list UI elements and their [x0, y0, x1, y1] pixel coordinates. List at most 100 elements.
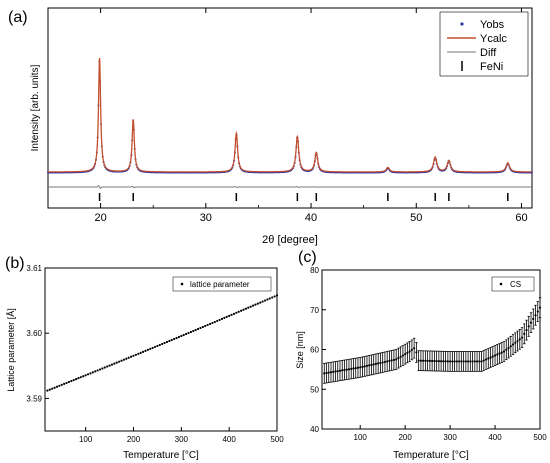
- lattice-point: [206, 323, 209, 327]
- legend-lattice-label: lattice parameter: [190, 280, 250, 289]
- y-tick-label: 70: [310, 306, 319, 315]
- panel-c-cs-series: [323, 297, 542, 384]
- cs-point: [424, 359, 427, 362]
- panel-a-yobs-series: [47, 60, 533, 174]
- cs-point: [327, 371, 330, 374]
- cs-point: [352, 367, 355, 370]
- x-tick-label-500: 500: [533, 433, 547, 442]
- cs-point: [462, 360, 465, 363]
- lattice-point: [134, 353, 137, 356]
- panel-c-xlabel: Temperature [°C]: [393, 450, 469, 461]
- lattice-point: [149, 347, 152, 351]
- lattice-point: [86, 373, 90, 376]
- x-tick-label-30: 30: [200, 212, 212, 224]
- cs-point: [538, 306, 542, 309]
- panel-c-ylabel: Size [nm]: [295, 331, 305, 369]
- panel-a-legend: Yobs Ycalc Diff FeNi: [439, 11, 529, 77]
- lattice-point: [70, 379, 73, 383]
- lattice-point: [72, 378, 75, 382]
- lattice-point: [192, 329, 195, 333]
- cs-point: [464, 360, 467, 363]
- x-tick-label-500: 500: [270, 435, 284, 444]
- panel-c-label: (c): [298, 249, 317, 266]
- lattice-point: [254, 303, 257, 306]
- cs-point: [473, 360, 476, 363]
- lattice-point: [153, 345, 157, 349]
- cs-point: [502, 350, 506, 353]
- lattice-point: [230, 313, 233, 316]
- x-tick-label-400: 400: [222, 435, 236, 444]
- cs-point: [323, 372, 326, 375]
- panel-c-legend-box: [491, 276, 535, 292]
- cs-point: [446, 360, 449, 363]
- cs-point: [500, 351, 503, 354]
- lattice-point: [132, 354, 135, 357]
- cs-point: [460, 360, 463, 363]
- cs-point: [422, 359, 425, 362]
- cs-point: [428, 359, 431, 363]
- lattice-point: [232, 312, 236, 315]
- panel-b-x-axis: 100 200 300 400 500: [79, 427, 284, 444]
- cs-point: [361, 365, 364, 368]
- cs-point: [478, 360, 481, 363]
- lattice-point: [82, 375, 85, 378]
- legend-yobs-marker: [460, 22, 464, 26]
- cs-point: [377, 362, 380, 365]
- cs-point: [489, 356, 492, 359]
- cs-point: [399, 355, 402, 358]
- legend-yobs-label: Yobs: [480, 19, 505, 31]
- lattice-point: [275, 294, 279, 297]
- panel-a-xlabel: 2θ [degree]: [262, 234, 318, 246]
- cs-point: [498, 352, 501, 355]
- lattice-point: [158, 343, 161, 347]
- cs-point: [471, 360, 474, 363]
- panel-b-ylabel: Lattice parameter [Å]: [6, 308, 16, 392]
- cs-point: [493, 354, 497, 357]
- y-tick-label: 3.60: [26, 329, 42, 338]
- lattice-point: [175, 336, 178, 340]
- lattice-point: [63, 382, 66, 385]
- lattice-point: [151, 346, 154, 350]
- diff-line: [48, 185, 532, 189]
- lattice-point: [101, 367, 104, 370]
- lattice-point: [118, 360, 121, 363]
- lattice-point: [130, 355, 133, 358]
- panel-b-y-axis: 3.59 3.60 3.61: [26, 264, 49, 403]
- cs-point: [347, 368, 351, 371]
- cs-point: [480, 360, 483, 363]
- cs-point: [466, 360, 470, 363]
- cs-point: [374, 362, 378, 366]
- lattice-point: [182, 333, 185, 337]
- cs-point: [368, 364, 371, 367]
- panel-b: (b) Lattice parameter [Å] Temperature [°…: [5, 255, 284, 461]
- lattice-point: [51, 387, 54, 390]
- lattice-point: [146, 348, 149, 351]
- lattice-point: [139, 351, 142, 354]
- panel-a-x-axis: 20 30 40 50 60: [47, 8, 528, 224]
- lattice-point: [55, 385, 59, 388]
- cs-point: [395, 358, 398, 361]
- lattice-point: [74, 378, 78, 381]
- lattice-point: [185, 332, 188, 336]
- ycalc-line: [48, 57, 532, 173]
- cs-point: [410, 348, 413, 351]
- cs-point: [365, 364, 369, 367]
- lattice-point: [208, 322, 212, 326]
- x-tick-label-300: 300: [443, 433, 457, 442]
- cs-point: [386, 360, 389, 363]
- lattice-point: [237, 310, 240, 313]
- cs-point: [426, 359, 429, 362]
- panel-a-bragg-ticks: [98, 193, 509, 201]
- legend-cs-label: CS: [510, 280, 521, 289]
- lattice-point: [194, 328, 197, 332]
- legend-ycalc-label: Ycalc: [480, 33, 507, 45]
- lattice-point: [79, 376, 82, 379]
- lattice-point: [77, 377, 80, 380]
- cs-point: [354, 367, 357, 370]
- lattice-point: [261, 300, 264, 303]
- lattice-point: [220, 317, 224, 320]
- panel-b-legend-box: [172, 276, 272, 292]
- cs-point: [370, 363, 373, 366]
- panel-b-label: (b): [5, 255, 25, 272]
